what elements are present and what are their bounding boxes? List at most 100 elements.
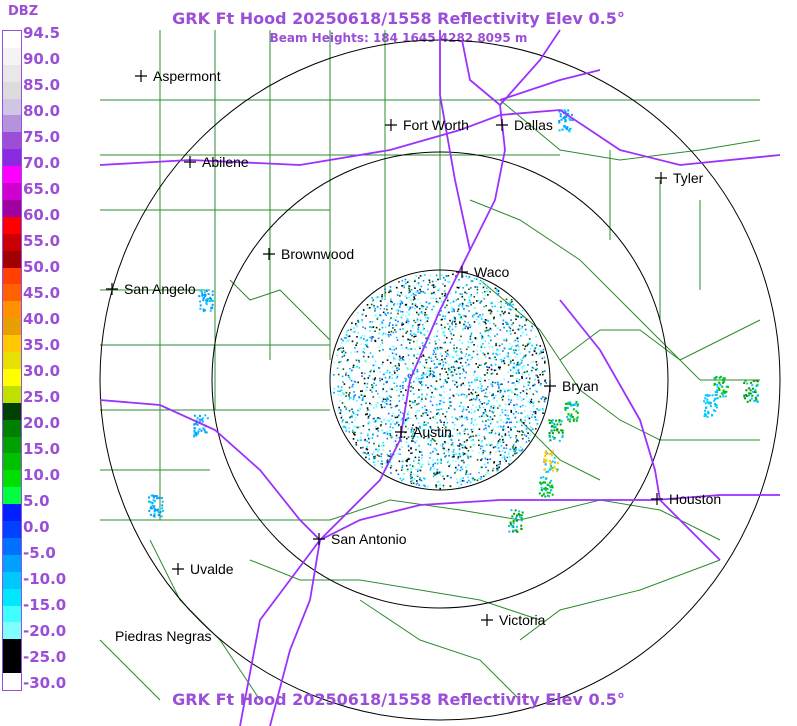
legend-tick-label: -30.0: [23, 674, 67, 692]
legend-tick-label: 70.0: [23, 154, 61, 172]
legend-tick-label: 94.5: [23, 24, 61, 42]
legend-color-swatch: [3, 385, 21, 404]
city-label: Piedras Negras: [115, 628, 212, 644]
legend-tick-label: 55.0: [23, 232, 61, 250]
legend-color-swatch: [3, 115, 21, 133]
city-label: Abilene: [202, 154, 249, 170]
legend-tick-label: 35.0: [23, 336, 61, 354]
legend-tick-label: -5.0: [23, 544, 56, 562]
city-label: Victoria: [499, 612, 546, 628]
legend-tick-label: -25.0: [23, 648, 67, 666]
city-marker-icon: [106, 283, 118, 295]
city-marker-icon: [456, 266, 468, 278]
legend-color-swatch: [3, 521, 21, 539]
legend-color-swatch: [3, 622, 21, 640]
city-label: Uvalde: [190, 561, 234, 577]
legend-color-swatch: [3, 267, 21, 285]
legend-color-swatch: [3, 436, 21, 454]
legend-color-swatch: [3, 335, 21, 353]
legend-color-swatch: [3, 199, 21, 218]
city-label: Houston: [669, 491, 721, 507]
legend-tick-label: 85.0: [23, 76, 61, 94]
city-label: Aspermont: [153, 68, 221, 84]
legend-color-swatch: [3, 132, 21, 150]
legend-tick-label: 0.0: [23, 518, 50, 536]
legend-tick-label: 60.0: [23, 206, 61, 224]
city-marker-icon: [172, 563, 184, 575]
legend-color-swatch: [3, 639, 21, 657]
legend-color-swatch: [3, 504, 21, 522]
legend-color-swatch: [3, 487, 21, 505]
legend-color-swatch: [3, 233, 21, 252]
city-label: Austin: [413, 424, 452, 440]
city-marker-icon: [385, 119, 397, 131]
legend-color-swatch: [3, 31, 21, 49]
legend-color-swatch: [3, 402, 21, 421]
legend-color-swatch: [3, 453, 21, 471]
interstate-20: [99, 109, 781, 166]
legend-tick-label: 50.0: [23, 258, 61, 276]
legend-color-swatch: [3, 368, 21, 387]
legend-color-swatch: [3, 537, 21, 556]
legend-tick-label: 30.0: [23, 362, 61, 380]
legend-color-bar: [2, 30, 22, 691]
legend-color-swatch: [3, 571, 21, 590]
city-marker-icon: [544, 380, 556, 392]
legend-tick-label: 75.0: [23, 128, 61, 146]
legend-color-swatch: [3, 216, 21, 235]
city-marker-icon: [496, 119, 508, 131]
legend-color-swatch: [3, 98, 21, 116]
legend-color-swatch: [3, 588, 21, 606]
city-label: Dallas: [514, 117, 553, 133]
legend-color-swatch: [3, 250, 21, 269]
legend-tick-label: 25.0: [23, 388, 61, 406]
legend-color-swatch: [3, 47, 21, 66]
legend-tick-label: 40.0: [23, 310, 61, 328]
interstate-35w: [439, 30, 471, 251]
legend-unit: DBZ: [8, 4, 39, 19]
city-marker-icon: [135, 70, 147, 82]
legend-color-swatch: [3, 673, 21, 691]
radar-echoes: [148, 109, 759, 533]
legend-color-swatch: [3, 81, 21, 100]
legend-tick-label: 65.0: [23, 180, 61, 198]
legend-tick-label: 90.0: [23, 50, 61, 68]
legend-tick-label: 10.0: [23, 466, 61, 484]
city-label: San Angelo: [124, 281, 196, 297]
legend-color-swatch: [3, 656, 21, 674]
city-marker-icon: [655, 172, 667, 184]
city-marker-icon: [263, 248, 275, 260]
city-marker-icon: [313, 533, 325, 545]
city-label: Brownwood: [281, 246, 354, 262]
city-label: Fort Worth: [403, 117, 469, 133]
legend-tick-label: 20.0: [23, 414, 61, 432]
map-title-footer: GRK Ft Hood 20250618/1558 Reflectivity E…: [172, 690, 625, 709]
legend-color-swatch: [3, 419, 21, 438]
city-markers: Aspermont Fort Worth Dallas Abilene Tyler Bro…: [106, 68, 721, 644]
legend-color-swatch: [3, 183, 21, 201]
city-label: Waco: [474, 264, 509, 280]
legend-tick-label: -15.0: [23, 596, 67, 614]
legend-tick-label: -10.0: [23, 570, 67, 588]
city-marker-icon: [184, 156, 196, 168]
legend-color-swatch: [3, 470, 21, 488]
county-lines: [99, 30, 761, 701]
legend-color-swatch: [3, 166, 21, 184]
legend-tick-label: 15.0: [23, 440, 61, 458]
legend-color-swatch: [3, 352, 21, 370]
city-label: Tyler: [673, 170, 704, 186]
legend-color-swatch: [3, 149, 21, 167]
legend-color-swatch: [3, 301, 21, 319]
legend-color-swatch: [3, 605, 21, 623]
legend-color-swatch: [3, 554, 21, 573]
range-ring-2: [211, 151, 669, 609]
legend-color-swatch: [3, 284, 21, 302]
city-label: San Antonio: [331, 531, 407, 547]
map-title: GRK Ft Hood 20250618/1558 Reflectivity E…: [172, 9, 625, 28]
legend-tick-label: 5.0: [23, 492, 50, 510]
legend-tick-label: -20.0: [23, 622, 67, 640]
legend-tick-label: 80.0: [23, 102, 61, 120]
interstate-10: [99, 399, 780, 542]
city-marker-icon: [395, 426, 407, 438]
